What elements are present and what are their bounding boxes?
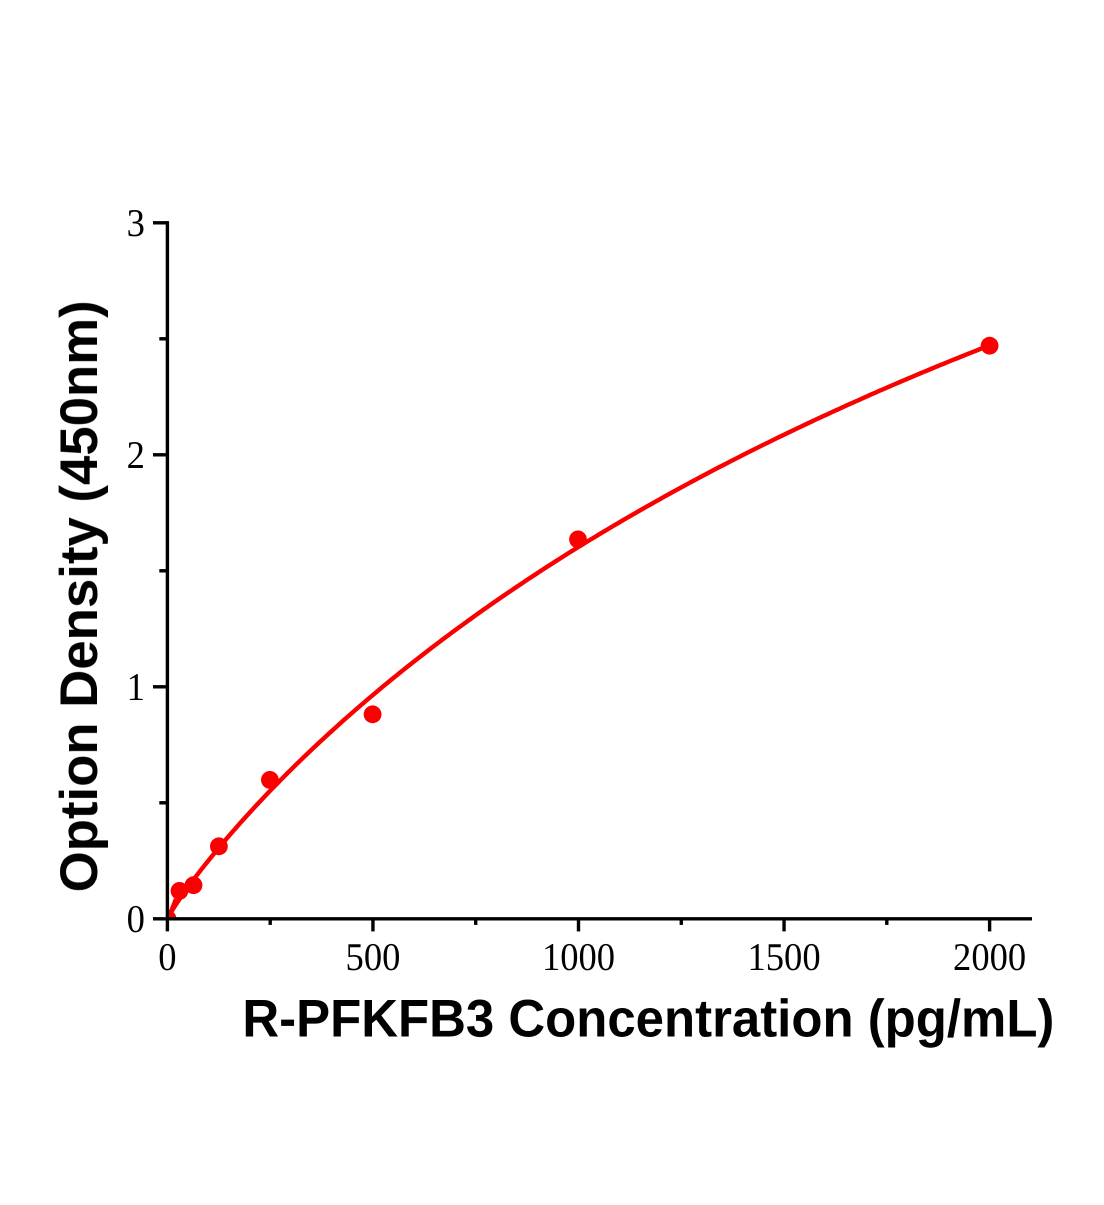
svg-text:3: 3 [127,201,145,245]
svg-text:2: 2 [127,433,145,477]
svg-text:0: 0 [158,935,176,979]
svg-text:Option Density (450nm): Option Density (450nm) [50,300,109,892]
svg-text:2000: 2000 [953,935,1026,979]
svg-text:0: 0 [127,897,145,941]
svg-text:500: 500 [346,935,401,979]
svg-text:1: 1 [127,665,145,709]
svg-text:1500: 1500 [748,935,821,979]
svg-text:1000: 1000 [542,935,615,979]
svg-text:R-PFKFB3 Concentration (pg/mL): R-PFKFB3 Concentration (pg/mL) [242,989,1054,1048]
